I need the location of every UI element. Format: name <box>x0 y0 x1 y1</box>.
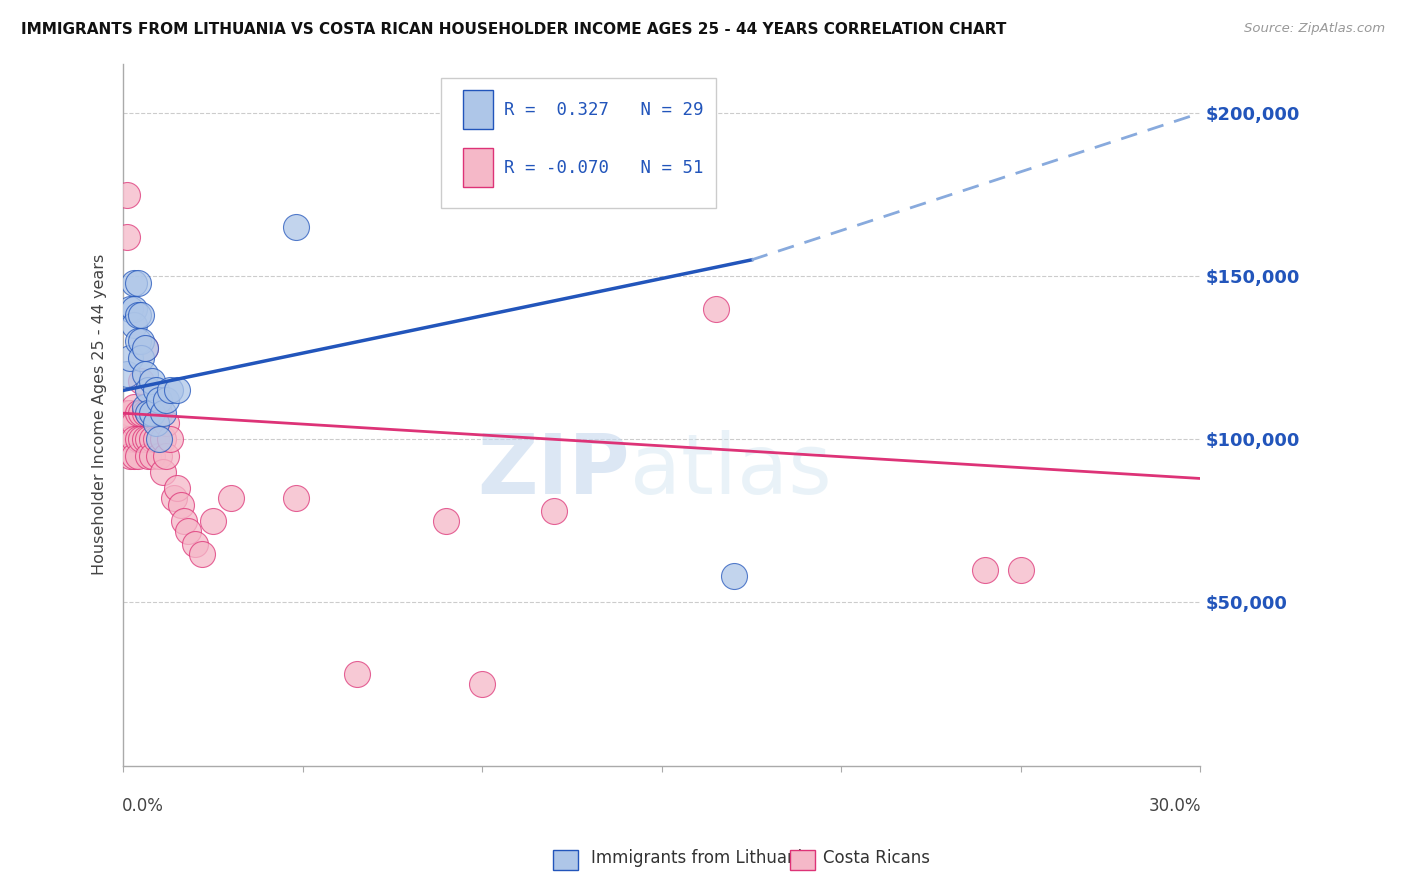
Point <box>148 393 170 408</box>
Point <box>152 465 174 479</box>
Point <box>166 481 188 495</box>
Point <box>115 406 138 420</box>
Point <box>122 433 145 447</box>
Point <box>129 351 152 365</box>
Point <box>138 449 160 463</box>
Point <box>120 416 142 430</box>
Point <box>134 406 156 420</box>
Point <box>134 367 156 381</box>
Point <box>148 406 170 420</box>
Point <box>122 318 145 332</box>
Text: IMMIGRANTS FROM LITHUANIA VS COSTA RICAN HOUSEHOLDER INCOME AGES 25 - 44 YEARS C: IMMIGRANTS FROM LITHUANIA VS COSTA RICAN… <box>21 22 1007 37</box>
Point <box>152 406 174 420</box>
Point <box>115 367 138 381</box>
Y-axis label: Householder Income Ages 25 - 44 years: Householder Income Ages 25 - 44 years <box>93 254 107 575</box>
Point <box>284 491 307 505</box>
Point <box>141 433 163 447</box>
Point <box>184 537 207 551</box>
Point <box>145 384 167 398</box>
Point <box>127 406 149 420</box>
Point <box>134 341 156 355</box>
Point <box>120 351 142 365</box>
Point <box>138 406 160 420</box>
Point <box>120 406 142 420</box>
Text: 30.0%: 30.0% <box>1149 797 1202 815</box>
Point <box>129 374 152 388</box>
Point <box>120 449 142 463</box>
Point <box>138 384 160 398</box>
Text: ZIP: ZIP <box>477 431 630 511</box>
Point <box>127 276 149 290</box>
Bar <box>463 90 492 128</box>
Point <box>177 524 200 538</box>
Bar <box>463 148 492 186</box>
Point <box>115 230 138 244</box>
Point <box>1010 563 1032 577</box>
Text: Source: ZipAtlas.com: Source: ZipAtlas.com <box>1244 22 1385 36</box>
Point <box>723 569 745 583</box>
Point <box>138 433 160 447</box>
Point <box>170 498 193 512</box>
Point <box>122 301 145 316</box>
Point <box>173 514 195 528</box>
Point <box>122 400 145 414</box>
Point <box>145 416 167 430</box>
Point <box>284 220 307 235</box>
Point <box>155 449 177 463</box>
Point <box>127 433 149 447</box>
Point <box>166 384 188 398</box>
Point <box>122 276 145 290</box>
Point <box>159 384 181 398</box>
Point <box>191 547 214 561</box>
Point <box>436 514 458 528</box>
Point <box>129 334 152 349</box>
Text: R = -0.070   N = 51: R = -0.070 N = 51 <box>503 159 703 177</box>
Text: 0.0%: 0.0% <box>122 797 165 815</box>
Point <box>129 309 152 323</box>
Point <box>141 406 163 420</box>
Point <box>120 301 142 316</box>
Point <box>141 374 163 388</box>
Point <box>122 416 145 430</box>
Point <box>134 433 156 447</box>
Point <box>129 433 152 447</box>
Point <box>122 449 145 463</box>
Point <box>148 433 170 447</box>
Point <box>471 677 494 691</box>
Point <box>162 491 184 505</box>
Point <box>543 504 565 518</box>
Point <box>138 406 160 420</box>
Point <box>219 491 242 505</box>
Point <box>148 449 170 463</box>
Point <box>155 416 177 430</box>
Point <box>346 667 368 681</box>
Point <box>127 309 149 323</box>
FancyBboxPatch shape <box>441 78 716 208</box>
Point <box>129 406 152 420</box>
Point <box>127 449 149 463</box>
Point <box>115 187 138 202</box>
Text: Immigrants from Lithuania: Immigrants from Lithuania <box>591 849 811 867</box>
Point <box>155 393 177 408</box>
Point <box>141 449 163 463</box>
Text: Costa Ricans: Costa Ricans <box>823 849 929 867</box>
Point <box>145 433 167 447</box>
Point <box>127 334 149 349</box>
Point <box>202 514 225 528</box>
Point <box>704 301 727 316</box>
Point <box>974 563 997 577</box>
Point <box>159 433 181 447</box>
Point <box>120 433 142 447</box>
Text: R =  0.327   N = 29: R = 0.327 N = 29 <box>503 101 703 119</box>
Text: atlas: atlas <box>630 431 831 511</box>
Point <box>134 400 156 414</box>
Point <box>145 406 167 420</box>
Point <box>134 341 156 355</box>
Point <box>152 433 174 447</box>
